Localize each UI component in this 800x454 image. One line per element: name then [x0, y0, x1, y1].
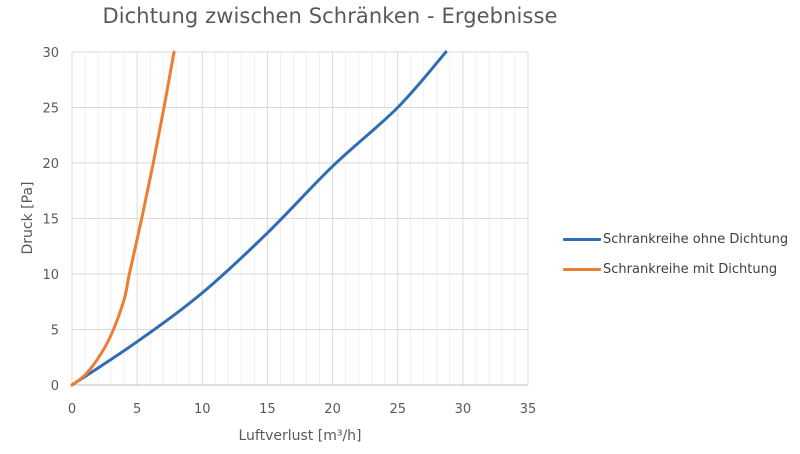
legend-item-mit-dichtung: Schrankreihe mit Dichtung [563, 254, 788, 284]
svg-text:20: 20 [42, 157, 59, 172]
svg-text:5: 5 [51, 324, 59, 339]
y-axis-label: Druck [Pa] [20, 182, 36, 255]
legend-item-ohne-dichtung: Schrankreihe ohne Dichtung [563, 224, 788, 254]
legend: Schrankreihe ohne Dichtung Schrankreihe … [563, 224, 788, 284]
y-axis-ticks: 0 5 10 15 20 25 30 [42, 46, 59, 394]
svg-text:10: 10 [194, 402, 211, 417]
svg-text:35: 35 [520, 402, 537, 417]
svg-text:5: 5 [133, 402, 141, 417]
data-series [70, 50, 448, 387]
legend-label: Schrankreihe ohne Dichtung [603, 231, 789, 247]
x-axis-ticks: 0 5 10 15 20 25 30 35 [68, 402, 536, 417]
x-axis-label: Luftverlust [m³/h] [238, 428, 361, 444]
chart-title: Dichtung zwischen Schränken - Ergebnisse [102, 4, 558, 28]
svg-text:0: 0 [68, 402, 76, 417]
svg-text:15: 15 [259, 402, 276, 417]
major-gridlines [71, 51, 529, 386]
svg-text:30: 30 [42, 46, 59, 61]
svg-text:25: 25 [42, 102, 59, 117]
svg-text:20: 20 [324, 402, 341, 417]
svg-text:25: 25 [389, 402, 406, 417]
legend-swatch-blue [563, 237, 601, 241]
svg-text:10: 10 [42, 268, 59, 283]
svg-text:0: 0 [51, 379, 59, 394]
legend-label: Schrankreihe mit Dichtung [603, 261, 778, 277]
svg-text:30: 30 [455, 402, 472, 417]
svg-text:15: 15 [42, 213, 59, 228]
legend-swatch-orange [563, 267, 601, 271]
